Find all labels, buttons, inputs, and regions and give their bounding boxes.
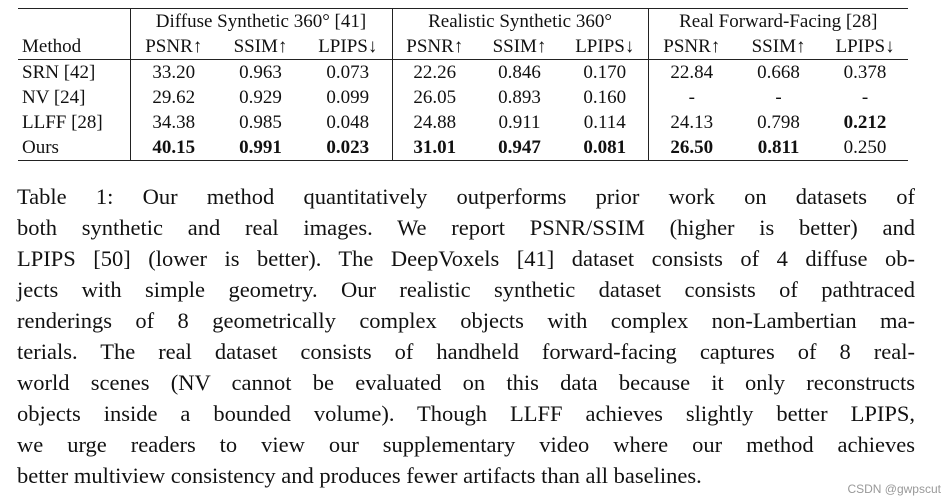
cell: 31.01: [392, 135, 478, 161]
group-header: Realistic Synthetic 360°: [392, 8, 649, 34]
caption-line: objects inside a bounded volume). Though…: [17, 401, 915, 426]
best-value: 40.15: [152, 137, 196, 158]
column-header: LPIPS↓: [822, 34, 909, 60]
caption-line: both synthetic and real images. We repor…: [17, 215, 915, 240]
caption-line: world scenes (NV cannot be evaluated on …: [17, 370, 915, 395]
cell: 33.20: [152, 62, 196, 83]
group-header: Real Forward-Facing [28]: [648, 8, 909, 34]
cell: 0.048: [304, 110, 393, 135]
column-header: PSNR↑: [648, 34, 736, 60]
cell: 0.073: [304, 59, 393, 85]
cell: 0.985: [239, 112, 282, 133]
caption-line: renderings of 8 geometrically complex ob…: [17, 308, 915, 333]
cell: 0.893: [498, 87, 541, 108]
caption-line: better multiview consistency and produce…: [17, 463, 702, 488]
cell: 0.963: [239, 62, 282, 83]
method-cell: SRN [42]: [18, 59, 131, 85]
cell: 0.811: [735, 135, 823, 161]
caption: Table 1: Our method quantitatively outpe…: [17, 181, 915, 491]
column-header: SSIM↑: [217, 34, 304, 60]
caption-line: Table 1: Our method quantitatively outpe…: [17, 184, 915, 209]
best-value: 26.50: [670, 137, 714, 158]
cell: 0.170: [562, 59, 649, 85]
cell: 40.15: [130, 135, 217, 161]
cell: 0.114: [562, 110, 649, 135]
cell: 29.62: [152, 87, 196, 108]
best-value: 0.212: [843, 112, 887, 133]
method-cell: LLFF [28]: [18, 110, 131, 135]
column-header: LPIPS↓: [304, 34, 393, 60]
column-header: SSIM↑: [477, 34, 563, 60]
cell: 26.50: [648, 135, 736, 161]
cell: 22.84: [670, 62, 714, 83]
best-value: 0.811: [757, 137, 800, 158]
cell: 0.250: [822, 135, 909, 161]
best-value: 0.991: [239, 137, 282, 158]
best-value: 0.947: [498, 137, 541, 158]
best-value: 0.081: [583, 137, 627, 158]
cell: 26.05: [413, 87, 457, 108]
cell: 0.212: [822, 110, 908, 135]
caption-line: we urge readers to view our supplementar…: [17, 432, 915, 457]
best-value: 0.023: [326, 137, 370, 158]
column-header: SSIM↑: [735, 34, 823, 60]
method-cell: Ours: [18, 135, 131, 161]
cell: 0.099: [304, 85, 393, 110]
cell: 24.13: [670, 112, 714, 133]
cell: 0.846: [498, 62, 541, 83]
cell: 0.081: [562, 135, 649, 161]
method-cell: NV [24]: [18, 85, 131, 110]
results-table: Diffuse Synthetic 360° [41] Realistic Sy…: [18, 8, 909, 161]
cell: 0.378: [843, 62, 887, 83]
cell: 0.947: [477, 135, 563, 161]
header-cell: [18, 8, 131, 34]
caption-line: LPIPS [50] (lower is better). The DeepVo…: [17, 246, 915, 271]
cell: -: [861, 87, 869, 108]
cell: 22.26: [413, 62, 457, 83]
watermark: CSDN @gwpscut: [847, 482, 941, 496]
cell: 0.668: [757, 62, 800, 83]
best-value: 31.01: [413, 137, 457, 158]
column-header: PSNR↑: [392, 34, 478, 60]
cell: 24.88: [413, 112, 457, 133]
cell: 34.38: [152, 112, 196, 133]
cell: 0.911: [498, 112, 541, 133]
cell: 0.798: [757, 112, 800, 133]
caption-line: terials. The real dataset consists of ha…: [17, 339, 915, 364]
group-header: Diffuse Synthetic 360° [41]: [130, 8, 393, 34]
cell: 0.023: [304, 135, 393, 161]
caption-line: jects with simple geometry. Our realisti…: [17, 277, 915, 302]
cell: 0.929: [239, 87, 282, 108]
column-header: Method: [18, 34, 131, 60]
cell: -: [775, 87, 782, 108]
column-header: PSNR↑: [130, 34, 217, 60]
cell: 0.991: [217, 135, 304, 161]
cell: 0.160: [562, 85, 649, 110]
column-header: LPIPS↓: [562, 34, 649, 60]
cell: -: [688, 87, 695, 108]
